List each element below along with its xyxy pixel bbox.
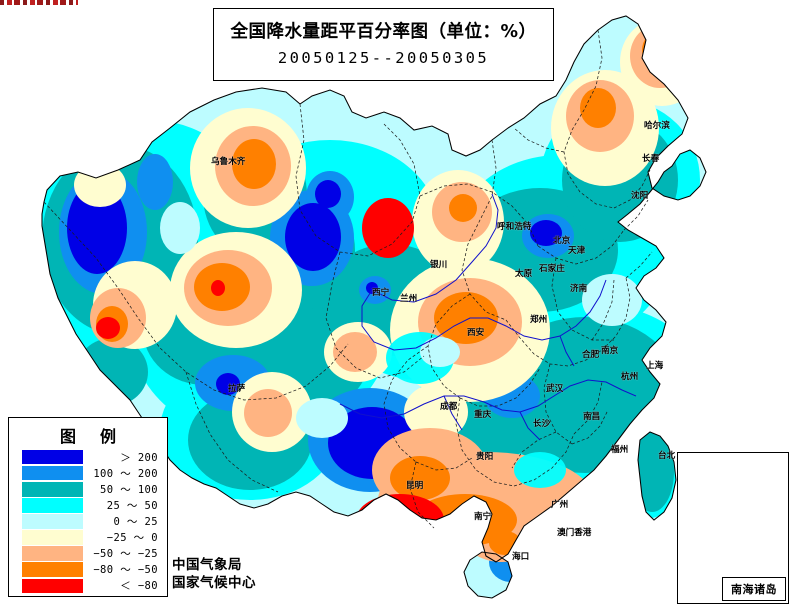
legend-label: −25 ～ 0 [106,532,158,545]
city-label: 银川 [430,260,448,270]
legend-label: 0 ～ 25 [113,515,158,528]
city-label: 成都 [440,402,458,412]
city-label: 拉萨 [228,384,246,394]
legend-item: 100 ～ 200 [9,465,167,481]
city-label: 济南 [570,284,588,294]
city-label: 南京 [601,346,619,356]
city-label: 上海 [646,361,664,371]
city-label: 贵阳 [476,452,494,462]
city-label: 杭州 [621,372,639,382]
city-label: 海口 [512,552,530,562]
city-label: 哈尔滨 [644,121,670,131]
city-label: 沈阳 [631,191,649,201]
legend-label: −50 ～ −25 [93,548,158,561]
city-label: 西安 [467,328,485,338]
legend-swatch [22,498,83,513]
page-title: 全国降水量距平百分率图（单位：%） [230,22,537,43]
city-label: 长沙 [533,419,551,429]
legend-item: 25 ～ 50 [9,497,167,513]
city-label: 西宁 [372,288,390,298]
city-label: 兰州 [400,294,418,304]
legend-item: −80 ～ −50 [9,562,167,578]
legend-label: −80 ～ −50 [93,564,158,577]
city-label: 长春 [642,154,660,164]
city-label: 天津 [568,246,586,256]
province-boundaries [43,29,653,529]
city-label: 呼和浩特 [497,222,532,232]
city-label: 南宁 [474,512,492,522]
city-label: 乌鲁木齐 [211,157,246,167]
city-label: 台北 [658,451,676,461]
legend-item: 50 ～ 100 [9,481,167,497]
city-label: 广州 [551,500,569,510]
legend-label: ＞ 200 [120,451,158,464]
legend-swatch [22,465,83,481]
inset-label: 南海诸岛 [722,577,786,601]
legend-label: 50 ～ 100 [100,483,158,496]
city-label: 福州 [611,445,629,455]
legend-item: −50 ～ −25 [9,546,167,562]
legend-item: 0 ～ 25 [9,513,167,529]
legend-swatch [22,481,83,497]
legend-heading: 图例 [59,427,140,446]
legend-swatch [22,546,83,561]
legend-swatch [22,530,83,545]
city-label: 石家庄 [539,264,565,274]
city-label: 北京 [553,236,571,246]
date-range: 20050125--20050305 [277,48,490,67]
legend-swatch [22,514,83,529]
legend-rows: ＞ 200 100 ～ 200 50 ～ 100 25 ～ 50 0 ～ 25 −25 ～… [9,449,167,594]
city-label: 南昌 [583,412,601,422]
legend-item: ＞ 200 [9,449,167,465]
taiwan-outline [637,431,677,521]
city-label: 武汉 [546,384,564,394]
city-label: 昆明 [406,481,424,491]
agency-credit: 中国气象局 国家气候中心 [172,557,256,593]
city-label: 太原 [515,269,533,279]
legend-label: 25 ～ 50 [106,499,158,512]
legend-swatch [22,578,83,594]
city-label: 郑州 [530,315,548,325]
south-china-sea-inset: 南海诸岛 [677,452,789,604]
city-label: 合肥 [582,350,600,360]
top-left-artifact [0,0,78,5]
china-border [41,15,707,563]
legend-swatch [22,562,83,577]
rivers [339,193,637,441]
legend-item: −25 ～ 0 [9,529,167,545]
credit-line-2: 国家气候中心 [172,574,256,591]
legend-label: 100 ～ 200 [93,467,158,480]
hainan-outline [463,551,513,599]
legend-label: ＜ −80 [120,580,158,593]
legend-item: ＜ −80 [9,578,167,594]
legend-box: 图例 ＞ 200 100 ～ 200 50 ～ 100 25 ～ 50 0 ～ 25 −2… [8,417,168,597]
credit-line-1: 中国气象局 [172,557,242,573]
city-label: 澳门香港 [557,528,592,538]
map-title-box: 全国降水量距平百分率图（单位：%） 20050125--20050305 [213,8,554,81]
city-label: 重庆 [474,410,492,420]
legend-swatch [22,449,83,465]
